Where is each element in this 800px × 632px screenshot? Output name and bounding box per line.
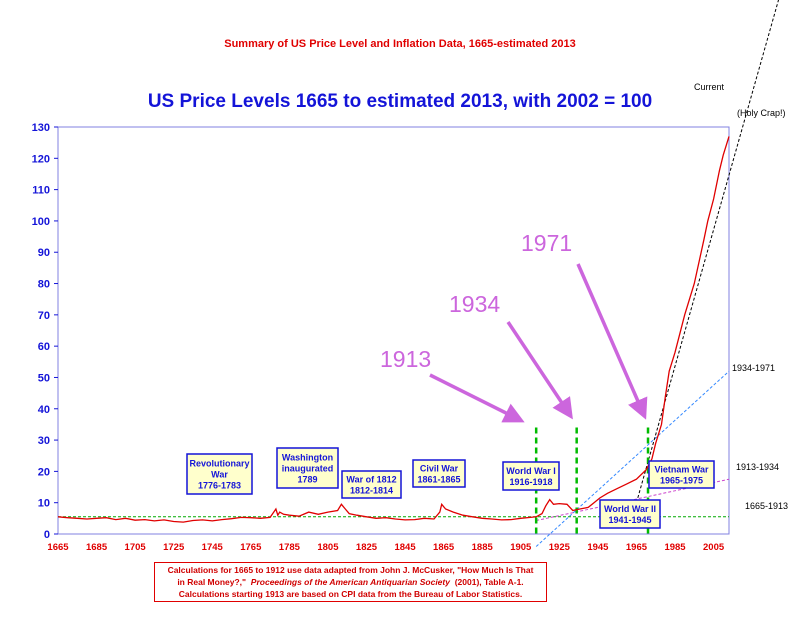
event-revolutionary-war-box	[186, 453, 253, 495]
y-tick-label: 90	[38, 247, 50, 259]
event-world-war-1-box	[502, 461, 560, 491]
y-tick-label: 80	[38, 279, 50, 291]
trend-label-holy-crap: (Holy Crap!)	[737, 108, 786, 118]
x-tick-label: 1845	[394, 542, 416, 553]
y-tick-label: 50	[38, 372, 50, 384]
x-tick-label: 1745	[202, 542, 224, 553]
x-tick-label: 1865	[433, 542, 455, 553]
x-tick-label: 1985	[664, 542, 686, 553]
event-revolutionary-war-label: War	[211, 470, 228, 480]
event-war-of-1812-box	[341, 470, 402, 499]
x-tick-label: 1785	[279, 542, 301, 553]
trend-line-1913-1934	[536, 478, 730, 522]
x-tick-label: 1765	[240, 542, 262, 553]
y-tick-label: 20	[38, 466, 50, 478]
arrow-1934	[506, 321, 573, 420]
y-tick-label: 110	[32, 185, 50, 197]
x-tick-label: 1885	[472, 542, 494, 553]
x-tick-label: 1825	[356, 542, 378, 553]
x-tick-label: 1945	[587, 542, 609, 553]
arrow-label-1971: 1971	[521, 230, 572, 256]
caption-line-1: Calculations for 1665 to 1912 use data a…	[167, 565, 534, 575]
arrow-label-1913: 1913	[380, 346, 431, 372]
event-world-war-2-label: World War II	[604, 504, 656, 514]
arrow-1971	[576, 263, 648, 420]
x-tick-label: 1705	[125, 542, 147, 553]
y-tick-label: 10	[38, 498, 50, 510]
y-tick-label: 70	[38, 310, 50, 322]
x-tick-label: 1665	[47, 542, 69, 553]
caption-line-2b: (2001), Table A-1.	[454, 577, 524, 587]
trend-line-1934-1971	[535, 370, 730, 547]
event-washington-inaugurated-label: Washington	[282, 453, 333, 463]
plot-frame	[57, 126, 730, 535]
trend-label-1665-1913: 1665-1913	[745, 501, 788, 511]
trend-line-current	[635, 0, 780, 503]
event-war-of-1812-label: War of 1812	[346, 475, 396, 485]
y-tick-label: 120	[32, 153, 50, 165]
event-world-war-2-label: 1941-1945	[608, 515, 651, 525]
x-tick-label: 1805	[317, 542, 339, 553]
x-tick-label: 1725	[163, 542, 185, 553]
event-washington-inaugurated-label: 1789	[297, 475, 317, 485]
x-tick-label: 1685	[86, 542, 108, 553]
data-source-caption: Calculations for 1665 to 1912 use data a…	[154, 562, 547, 602]
event-washington-inaugurated-box	[276, 447, 339, 489]
event-civil-war-label: 1861-1865	[417, 475, 460, 485]
event-world-war-1-label: World War I	[506, 466, 556, 476]
event-vietnam-war-label: Vietnam War	[654, 465, 709, 475]
arrow-label-1934: 1934	[449, 291, 500, 317]
trend-label-1913-1934: 1913-1934	[736, 462, 779, 472]
y-tick-label: 100	[32, 216, 50, 228]
y-tick-label: 0	[44, 529, 50, 541]
x-tick-label: 1905	[510, 542, 532, 553]
chart-suptitle: Summary of US Price Level and Inflation …	[224, 38, 576, 50]
price-level-line	[57, 136, 730, 523]
y-tick-label: 30	[38, 435, 50, 447]
trend-label-1934-1971: 1934-1971	[732, 363, 775, 373]
event-war-of-1812-label: 1812-1814	[350, 486, 393, 496]
event-world-war-2-box	[599, 499, 661, 529]
caption-line-3: Calculations starting 1913 are based on …	[178, 589, 523, 599]
event-civil-war-label: Civil War	[420, 464, 459, 474]
event-vietnam-war-box	[648, 460, 715, 489]
event-revolutionary-war-label: 1776-1783	[198, 481, 241, 491]
event-world-war-1-label: 1916-1918	[509, 477, 552, 487]
y-tick-label: 40	[38, 404, 50, 416]
y-tick-label: 130	[32, 122, 50, 134]
caption-line-2a: in Real Money?,"	[177, 577, 247, 587]
trend-label-current: Current	[694, 82, 725, 92]
chart-title: US Price Levels 1665 to estimated 2013, …	[147, 91, 653, 112]
event-revolutionary-war-label: Revolutionary	[189, 459, 249, 469]
event-vietnam-war-label: 1965-1975	[660, 476, 703, 486]
x-tick-label: 1925	[549, 542, 571, 553]
caption-journal: Proceedings of the American Antiquarian …	[250, 577, 450, 587]
event-washington-inaugurated-label: inaugurated	[282, 464, 334, 474]
x-tick-label: 1965	[626, 542, 648, 553]
arrow-1913	[429, 373, 525, 423]
x-tick-label: 2005	[703, 542, 725, 553]
event-civil-war-box	[412, 459, 466, 488]
y-tick-label: 60	[38, 341, 50, 353]
caption-line-2: in Real Money?," Proceedings of the Amer…	[159, 576, 542, 588]
